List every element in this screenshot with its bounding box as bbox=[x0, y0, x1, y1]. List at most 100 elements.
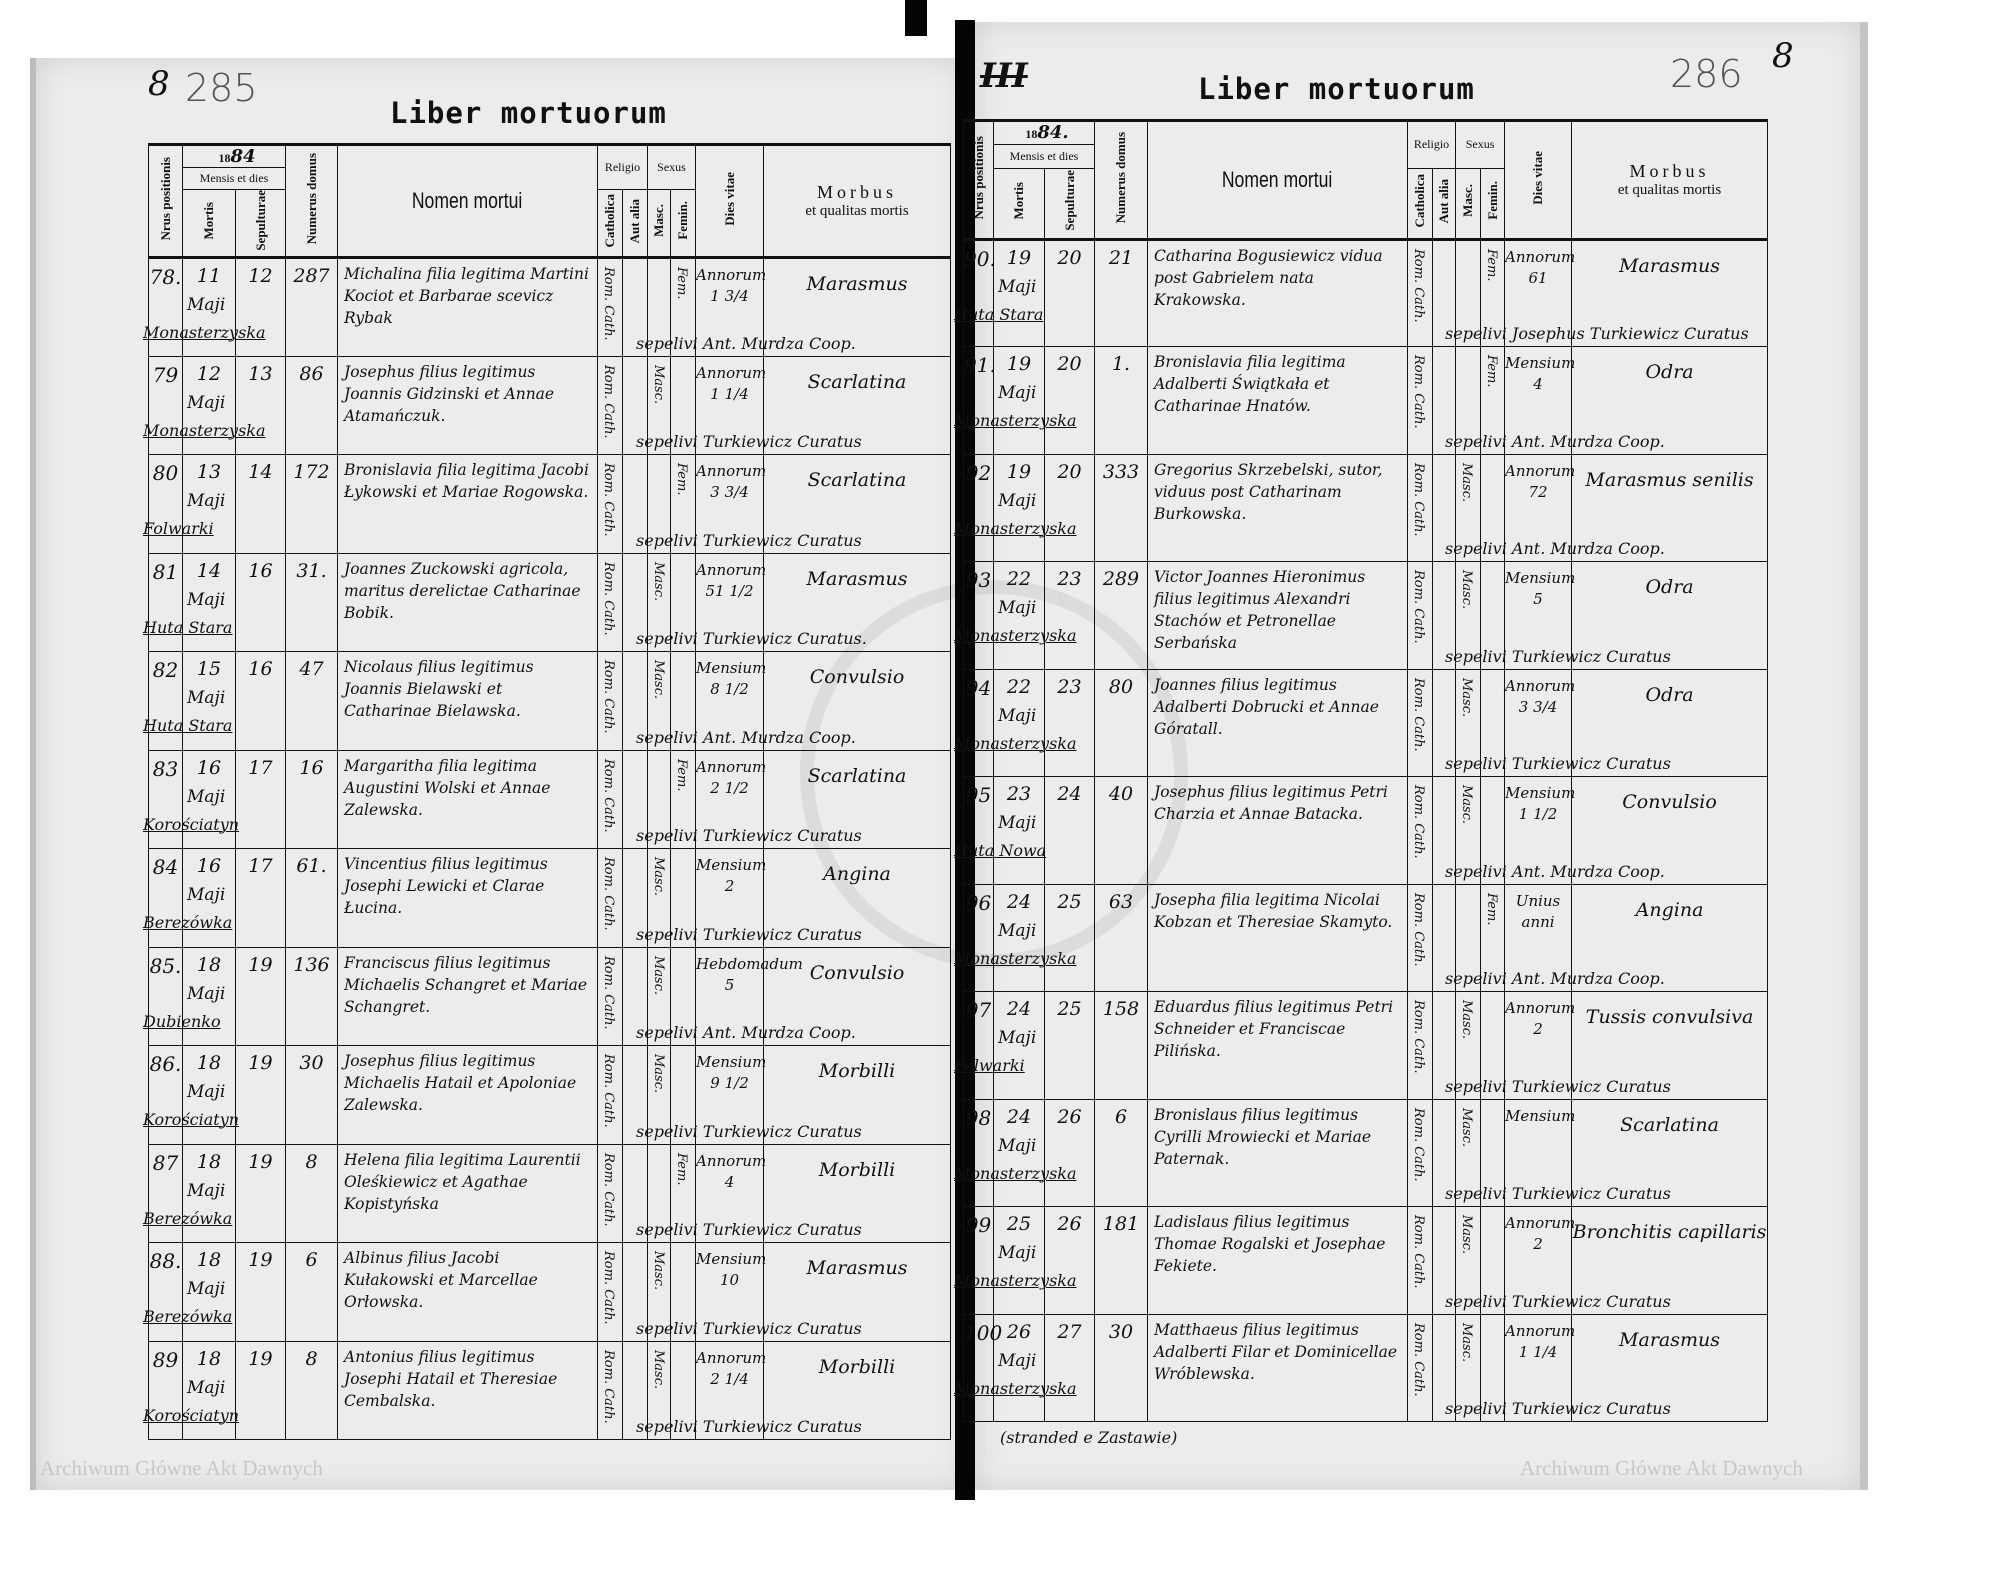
sex-masc: Masc. bbox=[1455, 776, 1482, 885]
header-numerus-label: Numerus domus bbox=[303, 152, 319, 245]
sex-value: Fem. bbox=[1484, 355, 1500, 388]
sex-value: Masc. bbox=[1459, 677, 1475, 718]
header-religio: Religio bbox=[597, 143, 648, 191]
header-sepulturae-label: Sepulturae bbox=[1061, 170, 1077, 232]
register-row: 85. 18 Maji Dubienko 19 136 Franciscus filius … bbox=[143, 946, 952, 1047]
place-name: Huta Nowa bbox=[954, 841, 1047, 861]
age-value: Mensium 4 bbox=[1505, 354, 1576, 394]
entry-number: 99 bbox=[963, 1206, 994, 1315]
sex-value: Masc. bbox=[1459, 1322, 1475, 1363]
header-aut-alia-label: Aut alia bbox=[627, 198, 642, 243]
header-morbus: Morbus et qualitas mortis bbox=[763, 143, 952, 259]
sex-femin: Fem. bbox=[669, 257, 697, 357]
religion-catholica: Rom. Cath. bbox=[597, 651, 623, 751]
deceased-name: Bronislavia filia legitima Adalberti Świ… bbox=[1147, 346, 1409, 455]
religion-catholica: Rom. Cath. bbox=[1407, 991, 1434, 1100]
header-qualitas-label: et qualitas mortis bbox=[1617, 181, 1722, 198]
header-sepulturae: Sepulturae bbox=[1043, 167, 1096, 240]
header-dies-vitae: Dies vitae bbox=[1504, 120, 1573, 240]
header-dies-vitae-label: Dies vitae bbox=[1530, 150, 1546, 205]
cause-of-death: Odra bbox=[1571, 346, 1769, 455]
burial-day: 25 bbox=[1043, 991, 1096, 1100]
age-at-death: Annorum 4 sepelivi Turkiewicz Curatus bbox=[636, 1143, 862, 1244]
header-dies-vitae-label: Dies vitae bbox=[721, 171, 737, 226]
religion-value: Rom. Cath. bbox=[1411, 355, 1427, 430]
sex-value: Fem. bbox=[674, 267, 689, 300]
sex-value: Fem. bbox=[1484, 892, 1500, 926]
header-nomen-label: Nomen mortui bbox=[1222, 166, 1333, 192]
entry-number: 88. bbox=[148, 1242, 183, 1342]
religion-catholica: Rom. Cath. bbox=[1407, 883, 1434, 993]
place-name: Korościatyn bbox=[143, 1405, 240, 1425]
burial-day: 12 bbox=[235, 257, 286, 357]
month-label: Maji bbox=[187, 491, 226, 512]
entry-number: 83 bbox=[148, 749, 183, 850]
sex-femin bbox=[669, 355, 697, 456]
register-row: 80 13 Maji Folwarki 14 172 Bronislavia filia l… bbox=[143, 454, 952, 554]
header-mensis-et-dies: Mensis et dies bbox=[992, 143, 1096, 169]
cause-of-death: Marasmus bbox=[763, 552, 952, 653]
age-at-death: Annorum 1 1/4 sepelivi Turkiewicz Curatus bbox=[1445, 1313, 1671, 1423]
header-aut-alia-label: Aut alia bbox=[1436, 178, 1452, 223]
death-day-value: 18 bbox=[196, 1150, 222, 1173]
place-name: Folwarki bbox=[143, 519, 214, 539]
entry-number: 80 bbox=[148, 454, 183, 554]
sex-femin bbox=[669, 651, 697, 751]
age-value: Annorum 2 1/2 bbox=[696, 757, 767, 797]
religion-catholica: Rom. Cath. bbox=[597, 749, 623, 850]
cause-of-death: Scarlatina bbox=[763, 454, 952, 554]
sex-femin bbox=[1480, 1098, 1506, 1208]
entry-number: 90. bbox=[963, 238, 996, 348]
cause-of-death: Odra bbox=[1571, 561, 1769, 670]
month-label: Maji bbox=[998, 1350, 1037, 1371]
month-label: Maji bbox=[998, 705, 1037, 726]
death-day: 18 Maji Dubienko bbox=[143, 946, 236, 1047]
deceased-name: Margaritha filia legitima Augustini Wols… bbox=[337, 749, 598, 850]
age-at-death: Annorum 2 1/2 sepelivi Turkiewicz Curatus bbox=[636, 749, 862, 850]
religion-value: Rom. Cath. bbox=[601, 955, 616, 1030]
religion-value: Rom. Cath. bbox=[601, 364, 616, 439]
house-number: 6 bbox=[1094, 1098, 1149, 1208]
burial-day: 25 bbox=[1043, 883, 1096, 993]
header-morbus-label: Morbus bbox=[817, 182, 898, 203]
death-day-value: 19 bbox=[1006, 246, 1032, 269]
register-row: 95 23 Maji Huta Nowa 24 40 Josephus filius leg… bbox=[954, 776, 1769, 885]
header-qualitas-label: et qualitas mortis bbox=[805, 203, 909, 220]
religion-catholica: Rom. Cath. bbox=[1407, 1206, 1434, 1315]
house-number: 289 bbox=[1094, 561, 1149, 670]
religion-catholica: Rom. Cath. bbox=[1407, 1098, 1434, 1208]
religion-catholica: Rom. Cath. bbox=[597, 355, 623, 456]
sex-femin: Fem. bbox=[1480, 883, 1506, 993]
religion-catholica: Rom. Cath. bbox=[1407, 668, 1434, 778]
religion-other bbox=[1432, 1313, 1457, 1423]
age-at-death: Annorum 2 sepelivi Turkiewicz Curatus bbox=[1445, 991, 1671, 1100]
age-value: Mensium 1 1/2 bbox=[1505, 784, 1576, 824]
death-day: 22 Maji Monasterzyska bbox=[954, 561, 1077, 670]
house-number: 63 bbox=[1094, 883, 1149, 993]
religion-catholica: Rom. Cath. bbox=[597, 1242, 623, 1342]
death-day-value: 23 bbox=[1006, 783, 1032, 806]
religion-value: Rom. Cath. bbox=[601, 267, 616, 341]
register-row: 82 15 Maji Huta Stara 16 47 Nicolaus filius le… bbox=[143, 651, 952, 751]
deceased-name: Bronislaus filius legitimus Cyrilli Mrow… bbox=[1147, 1098, 1409, 1208]
age-value: Mensium 10 bbox=[696, 1250, 767, 1290]
header-masc-label: Masc. bbox=[651, 204, 666, 238]
entry-number: 93 bbox=[963, 561, 994, 670]
age-at-death: Mensium 10 sepelivi Turkiewicz Curatus bbox=[636, 1242, 862, 1342]
sex-masc: Masc. bbox=[647, 651, 671, 751]
religion-value: Rom. Cath. bbox=[1411, 1000, 1427, 1075]
sex-femin bbox=[1480, 668, 1506, 778]
age-at-death: Annorum 51 1/2 sepelivi Turkiewicz Curatu… bbox=[636, 552, 867, 653]
religion-other bbox=[1432, 238, 1457, 348]
month-label: Maji bbox=[998, 598, 1037, 619]
religion-catholica: Rom. Cath. bbox=[597, 848, 623, 948]
religion-other bbox=[1432, 1206, 1457, 1315]
entry-number: 78. bbox=[148, 257, 183, 357]
header-nrus-positionis: Nrus positionis bbox=[148, 143, 183, 259]
month-label: Maji bbox=[998, 813, 1037, 834]
burial-day: 23 bbox=[1043, 561, 1096, 670]
religion-catholica: Rom. Cath. bbox=[1407, 346, 1434, 455]
age-value: Annorum 3 3/4 bbox=[696, 462, 767, 502]
death-day-value: 19 bbox=[1006, 353, 1032, 376]
religion-value: Rom. Cath. bbox=[1411, 1322, 1427, 1397]
